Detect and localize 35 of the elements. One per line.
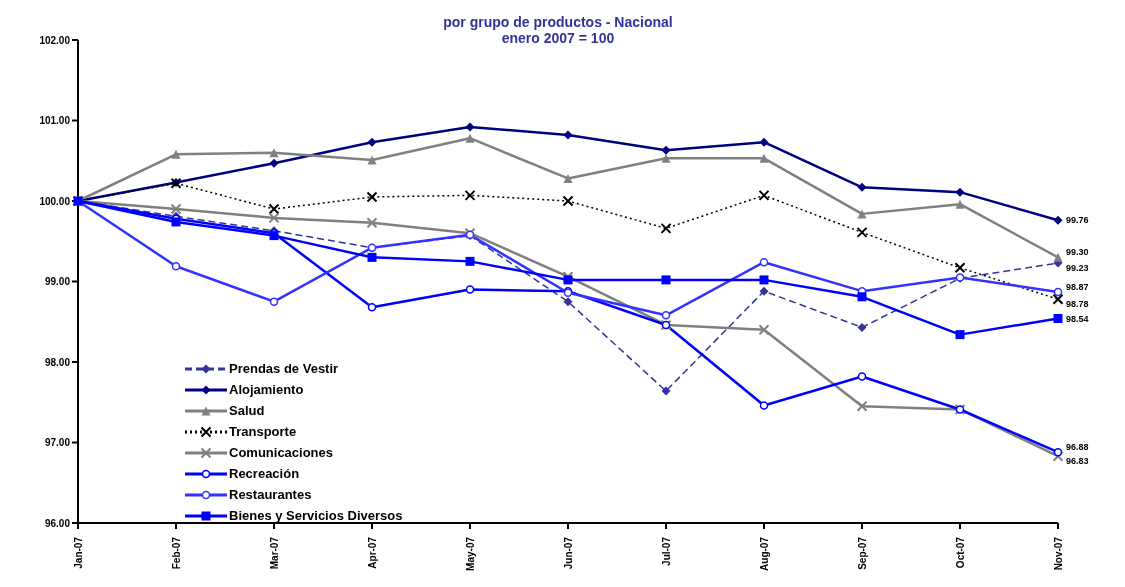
y-tick-label: 97.00 xyxy=(44,437,71,449)
x-tick-label: Sep-07 xyxy=(856,536,868,570)
y-tick-label: 99.00 xyxy=(44,276,71,288)
y-tick-label: 101.00 xyxy=(39,115,71,127)
y-tick-label: 98.00 xyxy=(44,356,71,368)
data-label: 98.54 xyxy=(1066,313,1089,324)
x-tick-label: Jul-07 xyxy=(660,536,672,566)
data-label: 99.23 xyxy=(1066,262,1089,273)
x-tick-label: Feb-07 xyxy=(170,536,182,570)
data-label: 98.78 xyxy=(1066,299,1089,310)
legend-label: Recreación xyxy=(229,466,300,481)
x-tick-label: Mar-07 xyxy=(268,536,280,570)
chart-title: por grupo de productos - Nacional xyxy=(442,14,674,30)
y-tick-label: 100.00 xyxy=(39,195,71,207)
data-label: 99.76 xyxy=(1066,215,1089,226)
legend-label: Prendas de Vestir xyxy=(229,361,339,376)
x-tick-label: Apr-07 xyxy=(366,536,378,569)
legend-label: Restaurantes xyxy=(229,487,312,502)
x-tick-label: Oct-07 xyxy=(954,536,966,569)
x-tick-label: Nov-07 xyxy=(1052,536,1064,571)
data-label: 98.87 xyxy=(1066,281,1089,292)
data-label: 96.88 xyxy=(1066,442,1089,453)
chart-subtitle: enero 2007 = 100 xyxy=(501,30,615,46)
x-tick-label: Jan-07 xyxy=(72,536,84,569)
x-tick-label: Jun-07 xyxy=(562,536,574,570)
data-label: 99.30 xyxy=(1066,247,1089,258)
y-tick-label: 96.00 xyxy=(44,517,71,529)
legend-label: Alojamiento xyxy=(229,382,304,397)
legend-label: Transporte xyxy=(229,424,297,439)
y-tick-label: 102.00 xyxy=(39,34,71,46)
data-label: 96.83 xyxy=(1066,456,1089,467)
legend-label: Comunicaciones xyxy=(229,445,334,460)
x-tick-label: Aug-07 xyxy=(758,536,770,571)
legend-label: Salud xyxy=(229,403,265,418)
x-tick-label: May-07 xyxy=(464,536,476,571)
